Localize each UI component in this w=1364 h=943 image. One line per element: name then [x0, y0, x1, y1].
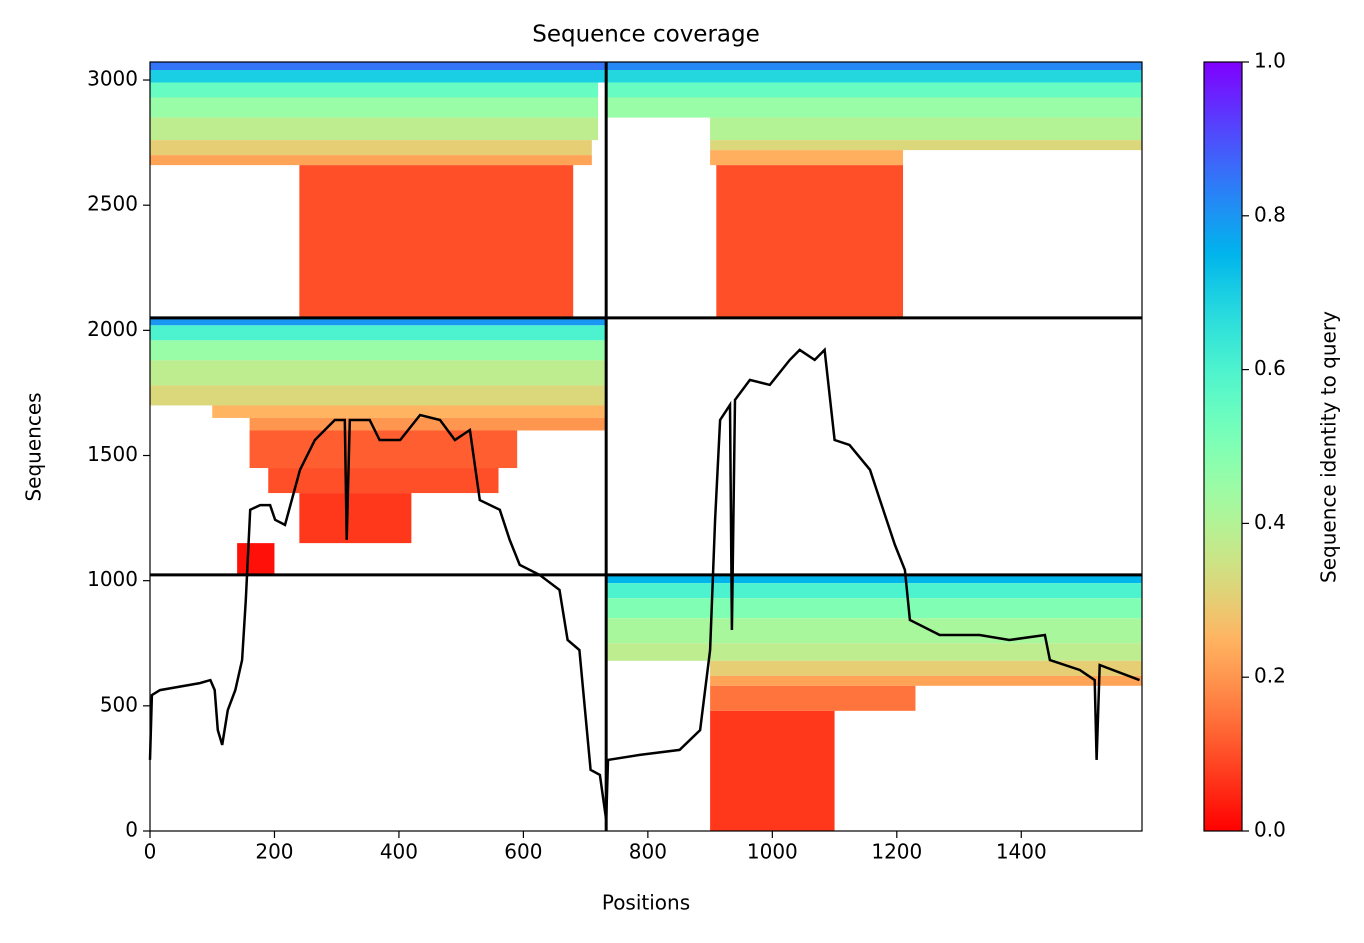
y-tick-label: 3000: [87, 67, 138, 91]
coverage-block: [150, 62, 607, 71]
x-tick-label: 600: [504, 840, 542, 864]
colorbar-label: Sequence identity to query: [1317, 311, 1341, 583]
coverage-block: [710, 117, 1142, 141]
x-tick-label: 800: [629, 840, 667, 864]
y-axis-label: Sequences: [22, 392, 46, 501]
coverage-block: [710, 660, 1142, 676]
coverage-block: [150, 97, 599, 118]
colorbar-tick-label: 0.0: [1254, 818, 1286, 842]
y-tick-label: 2000: [87, 317, 138, 341]
coverage-block: [299, 493, 412, 544]
x-axis-label: Positions: [602, 891, 690, 915]
coverage-block: [710, 685, 916, 711]
y-tick-label: 0: [125, 818, 138, 842]
coverage-block: [150, 340, 607, 361]
coverage-block: [606, 598, 1142, 619]
colorbar: [1203, 61, 1243, 832]
plot-frame: [149, 61, 1143, 832]
coverage-block: [150, 325, 607, 341]
coverage-block: [237, 543, 275, 575]
coverage-block: [150, 140, 592, 156]
coverage-block: [150, 70, 607, 83]
colorbar-tick-label: 0.6: [1254, 356, 1286, 380]
coverage-block: [710, 150, 904, 166]
coverage-block: [249, 417, 607, 431]
colorbar-tick-label: 0.2: [1254, 664, 1286, 688]
coverage-block: [606, 62, 1142, 71]
coverage-block: [606, 643, 1142, 661]
colorbar-tick-label: 0.8: [1254, 202, 1286, 226]
coverage-block: [606, 583, 1142, 599]
coverage-block: [150, 317, 607, 326]
coverage-line: [148, 347, 1140, 821]
colorbar-tick-label: 0.4: [1254, 510, 1286, 534]
coverage-block: [212, 405, 607, 418]
coverage-block: [606, 97, 1142, 118]
coverage-block: [150, 155, 592, 166]
y-tick-label: 2500: [87, 192, 138, 216]
x-tick-label: 1000: [747, 840, 798, 864]
coverage-block: [716, 165, 904, 318]
coverage-block: [710, 675, 1142, 686]
x-tick-label: 0: [144, 840, 157, 864]
y-tick-label: 1000: [87, 567, 138, 591]
coverage-block: [249, 430, 518, 469]
coverage-block: [150, 360, 607, 386]
y-tick-label: 1500: [87, 442, 138, 466]
x-tick-label: 200: [255, 840, 293, 864]
coverage-block: [150, 82, 599, 98]
coverage-block: [150, 117, 599, 141]
x-tick-label: 1400: [996, 840, 1047, 864]
colorbar-tick-label: 1.0: [1254, 49, 1286, 73]
coverage-block: [710, 140, 1142, 151]
coverage-block: [150, 385, 607, 406]
coverage-block: [299, 165, 574, 318]
chart-title: Sequence coverage: [532, 22, 760, 48]
x-tick-label: 400: [380, 840, 418, 864]
coverage-block: [606, 82, 1142, 98]
coverage-block: [710, 710, 835, 831]
coverage-block: [606, 618, 1142, 644]
y-tick-label: 500: [100, 692, 138, 716]
coverage-block: [606, 70, 1142, 83]
coverage-block: [606, 574, 1142, 584]
x-tick-label: 1200: [871, 840, 922, 864]
coverage-block: [268, 468, 499, 494]
